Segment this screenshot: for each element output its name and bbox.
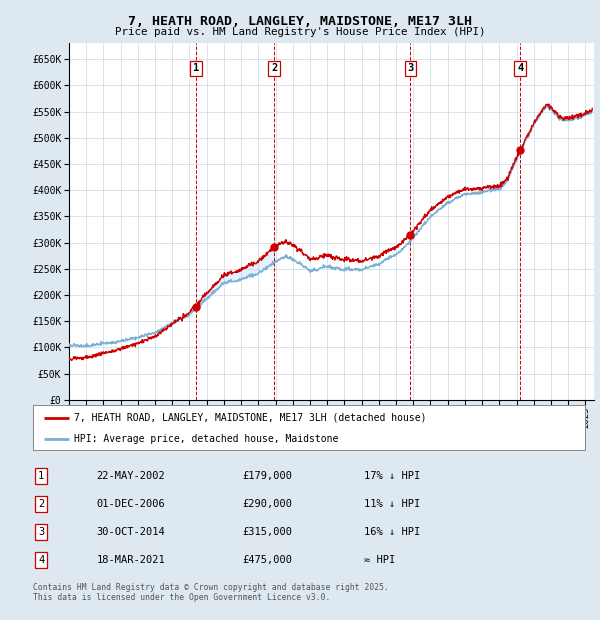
Text: 4: 4 xyxy=(517,63,523,73)
Text: 17% ↓ HPI: 17% ↓ HPI xyxy=(364,471,421,481)
Text: ≈ HPI: ≈ HPI xyxy=(364,555,395,565)
Text: 1: 1 xyxy=(38,471,44,481)
Text: 2: 2 xyxy=(38,499,44,509)
Text: 01-DEC-2006: 01-DEC-2006 xyxy=(97,499,165,509)
Text: £290,000: £290,000 xyxy=(243,499,293,509)
Text: 11% ↓ HPI: 11% ↓ HPI xyxy=(364,499,421,509)
Text: 3: 3 xyxy=(407,63,413,73)
Text: £315,000: £315,000 xyxy=(243,527,293,537)
Text: 4: 4 xyxy=(38,555,44,565)
Text: Contains HM Land Registry data © Crown copyright and database right 2025.: Contains HM Land Registry data © Crown c… xyxy=(33,583,389,592)
Text: 18-MAR-2021: 18-MAR-2021 xyxy=(97,555,165,565)
Text: 2: 2 xyxy=(271,63,277,73)
Text: 16% ↓ HPI: 16% ↓ HPI xyxy=(364,527,421,537)
Text: 1: 1 xyxy=(193,63,199,73)
Text: HPI: Average price, detached house, Maidstone: HPI: Average price, detached house, Maid… xyxy=(74,434,339,444)
Text: £179,000: £179,000 xyxy=(243,471,293,481)
Text: 30-OCT-2014: 30-OCT-2014 xyxy=(97,527,165,537)
Text: 22-MAY-2002: 22-MAY-2002 xyxy=(97,471,165,481)
Text: £475,000: £475,000 xyxy=(243,555,293,565)
Text: 3: 3 xyxy=(38,527,44,537)
Text: 7, HEATH ROAD, LANGLEY, MAIDSTONE, ME17 3LH (detached house): 7, HEATH ROAD, LANGLEY, MAIDSTONE, ME17 … xyxy=(74,413,427,423)
Text: This data is licensed under the Open Government Licence v3.0.: This data is licensed under the Open Gov… xyxy=(33,593,331,603)
Text: 7, HEATH ROAD, LANGLEY, MAIDSTONE, ME17 3LH: 7, HEATH ROAD, LANGLEY, MAIDSTONE, ME17 … xyxy=(128,15,472,28)
Text: Price paid vs. HM Land Registry's House Price Index (HPI): Price paid vs. HM Land Registry's House … xyxy=(115,27,485,37)
